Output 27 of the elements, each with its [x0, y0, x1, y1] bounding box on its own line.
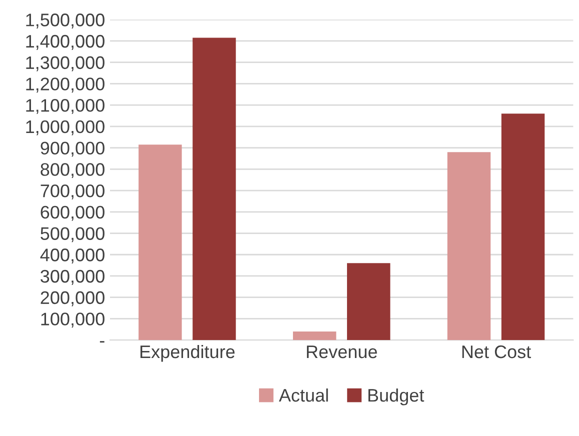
bar: [192, 38, 236, 340]
x-tick-label: Revenue: [306, 346, 377, 358]
bar: [347, 263, 390, 340]
y-tick-label: 1,000,000: [26, 120, 104, 136]
y-tick-label: 600,000: [40, 206, 104, 221]
y-tick-label: -: [100, 341, 104, 343]
x-tick-label: Expenditure: [140, 344, 235, 362]
y-tick-label: 900,000: [40, 142, 104, 157]
y-tick-label: 100,000: [41, 312, 104, 328]
y-tick-label: 300,000: [40, 270, 104, 285]
y-tick-label: 1,100,000: [26, 99, 104, 114]
y-tick-label: 1,300,000: [26, 56, 104, 72]
bar: [501, 114, 545, 340]
y-tick-label: 1,400,000: [26, 34, 104, 50]
y-tick-label: 500,000: [40, 227, 104, 242]
bar: [447, 152, 491, 340]
y-tick-label: 700,000: [40, 184, 104, 200]
y-tick-label: 1,500,000: [26, 14, 104, 28]
bar: [138, 144, 182, 340]
y-tick-label: 800,000: [40, 163, 104, 178]
y-tick-label: 200,000: [40, 291, 104, 306]
legend-label: Budget: [368, 388, 424, 406]
y-tick-label: 400,000: [40, 248, 104, 264]
bar: [292, 332, 336, 340]
y-tick-label: 1,200,000: [26, 78, 104, 93]
x-tick-label: Net Cost: [462, 345, 531, 358]
legend-label: Actual: [278, 388, 328, 402]
